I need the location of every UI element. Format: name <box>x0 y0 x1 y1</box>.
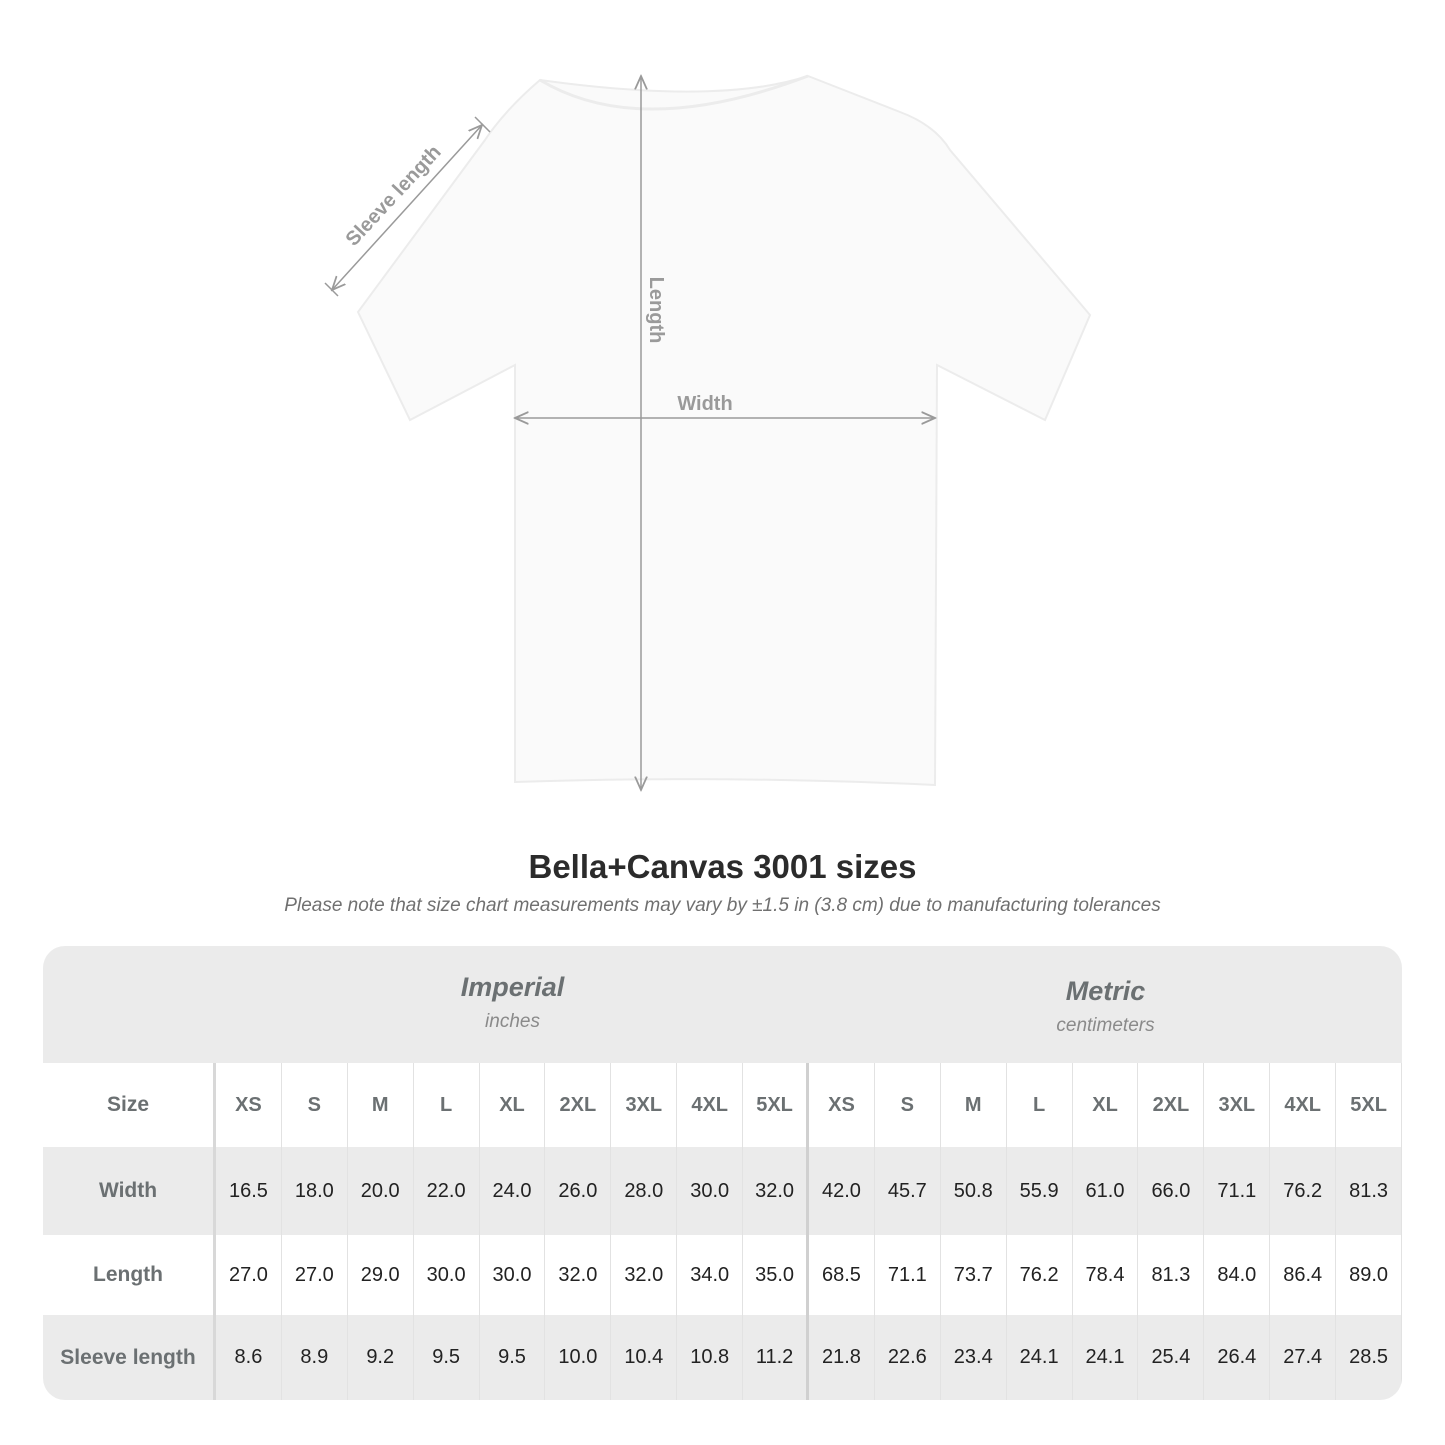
value-cell: 71.1 <box>875 1235 941 1315</box>
value-cell: 22.6 <box>875 1315 941 1400</box>
value-cell: 24.1 <box>1007 1315 1073 1400</box>
value-cell: 9.5 <box>414 1315 480 1400</box>
value-cell: 76.2 <box>1270 1147 1337 1235</box>
value-cell: 32.0 <box>611 1235 678 1315</box>
value-cell: 22.0 <box>414 1147 480 1235</box>
size-header-cell: 3XL <box>611 1063 678 1147</box>
page-title: Bella+Canvas 3001 sizes <box>528 848 917 885</box>
value-cell: 27.0 <box>282 1235 348 1315</box>
value-cell: 28.0 <box>611 1147 678 1235</box>
value-cell: 81.3 <box>1138 1235 1205 1315</box>
size-header-cell: M <box>941 1063 1007 1147</box>
size-header-cell: M <box>348 1063 414 1147</box>
value-cell: 24.1 <box>1073 1315 1139 1400</box>
value-cell: 26.0 <box>545 1147 612 1235</box>
value-cell: 35.0 <box>743 1235 810 1315</box>
value-cell: 9.2 <box>348 1315 414 1400</box>
value-cell: 20.0 <box>348 1147 414 1235</box>
row-label: Length <box>43 1235 216 1315</box>
size-header-row: Size XS S M L XL 2XL 3XL 4XL 5XL XS S M L XL 2XL 3XL 4XL 5… <box>43 1063 1402 1147</box>
collar <box>539 74 809 111</box>
size-header-cell: XL <box>1073 1063 1139 1147</box>
value-cell: 25.4 <box>1138 1315 1205 1400</box>
value-cell: 42.0 <box>809 1147 875 1235</box>
length-label: Length <box>645 277 667 344</box>
size-header-cell: 4XL <box>677 1063 744 1147</box>
row-label: Width <box>43 1147 216 1235</box>
group-unit: centimeters <box>1056 1015 1155 1036</box>
size-header-cell: XL <box>480 1063 546 1147</box>
size-table: Imperial inches Metric centimeters Size X… <box>43 946 1402 1400</box>
value-cell: 21.8 <box>809 1315 875 1400</box>
width-label: Width <box>677 393 732 415</box>
value-cell: 30.0 <box>480 1235 546 1315</box>
tolerance-note: Please note that size chart measurements… <box>284 895 1161 916</box>
value-cell: 68.5 <box>809 1235 875 1315</box>
value-cell: 28.5 <box>1336 1315 1402 1400</box>
value-cell: 89.0 <box>1336 1235 1402 1315</box>
size-header-cell: 2XL <box>1138 1063 1205 1147</box>
size-header-cell: S <box>875 1063 941 1147</box>
group-unit: inches <box>485 1011 540 1032</box>
value-cell: 8.6 <box>216 1315 282 1400</box>
size-header-cell: XS <box>216 1063 282 1147</box>
tshirt-shape <box>356 74 1092 787</box>
value-cell: 27.0 <box>216 1235 282 1315</box>
value-cell: 10.8 <box>677 1315 744 1400</box>
value-cell: 78.4 <box>1073 1235 1139 1315</box>
value-cell: 27.4 <box>1270 1315 1337 1400</box>
size-header-cell: XS <box>809 1063 875 1147</box>
value-cell: 84.0 <box>1204 1235 1271 1315</box>
row-label: Sleeve length <box>43 1315 216 1400</box>
value-cell: 32.0 <box>743 1147 810 1235</box>
value-cell: 61.0 <box>1073 1147 1139 1235</box>
size-header-cell: 3XL <box>1204 1063 1271 1147</box>
row-label: Size <box>43 1063 216 1147</box>
value-cell: 18.0 <box>282 1147 348 1235</box>
value-cell: 30.0 <box>414 1235 480 1315</box>
value-cell: 50.8 <box>941 1147 1007 1235</box>
size-header-cell: S <box>282 1063 348 1147</box>
tshirt-diagram: Width Length Sleeve length <box>324 0 1092 830</box>
value-cell: 34.0 <box>677 1235 744 1315</box>
value-cell: 81.3 <box>1336 1147 1402 1235</box>
size-header-cell: 5XL <box>1336 1063 1402 1147</box>
size-header-cell: L <box>414 1063 480 1147</box>
value-cell: 29.0 <box>348 1235 414 1315</box>
size-header-cell: 2XL <box>545 1063 612 1147</box>
value-cell: 30.0 <box>677 1147 744 1235</box>
table-row: Length 27.0 27.0 29.0 30.0 30.0 32.0 32.0 34.0 35… <box>43 1235 1402 1315</box>
table-header: Imperial inches Metric centimeters <box>43 946 1402 1063</box>
value-cell: 66.0 <box>1138 1147 1205 1235</box>
value-cell: 11.2 <box>743 1315 810 1400</box>
size-header-cell: 5XL <box>743 1063 810 1147</box>
value-cell: 86.4 <box>1270 1235 1337 1315</box>
value-cell: 8.9 <box>282 1315 348 1400</box>
size-header-cell: 4XL <box>1270 1063 1337 1147</box>
table-row: Width 16.5 18.0 20.0 22.0 24.0 26.0 28.0 30.0 32.… <box>43 1147 1402 1235</box>
value-cell: 76.2 <box>1007 1235 1073 1315</box>
group-name: Metric <box>1065 976 1146 1006</box>
table-row: Sleeve length 8.6 8.9 9.2 9.5 9.5 10.0 10.4 10.8… <box>43 1315 1402 1400</box>
value-cell: 24.0 <box>480 1147 546 1235</box>
value-cell: 10.0 <box>545 1315 612 1400</box>
value-cell: 45.7 <box>875 1147 941 1235</box>
value-cell: 73.7 <box>941 1235 1007 1315</box>
value-cell: 26.4 <box>1204 1315 1271 1400</box>
value-cell: 23.4 <box>941 1315 1007 1400</box>
group-metric: Metric centimeters <box>809 946 1402 1063</box>
value-cell: 9.5 <box>480 1315 546 1400</box>
value-cell: 10.4 <box>611 1315 678 1400</box>
group-name: Imperial <box>460 972 565 1002</box>
value-cell: 32.0 <box>545 1235 612 1315</box>
value-cell: 55.9 <box>1007 1147 1073 1235</box>
sleeve-arrow <box>332 125 482 290</box>
value-cell: 16.5 <box>216 1147 282 1235</box>
group-imperial: Imperial inches <box>216 946 809 1063</box>
size-header-cell: L <box>1007 1063 1073 1147</box>
value-cell: 71.1 <box>1204 1147 1271 1235</box>
